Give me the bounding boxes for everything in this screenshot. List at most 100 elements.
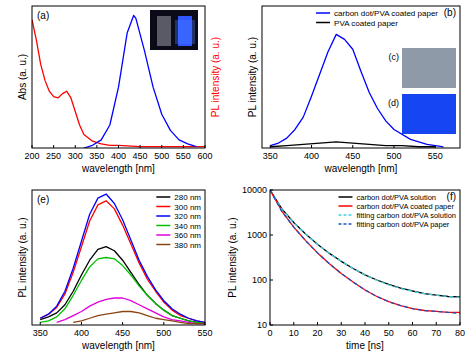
x-axis-label: wavelength [nm]	[81, 340, 155, 351]
x-tick-label: 600	[197, 151, 212, 161]
y-tick	[270, 190, 273, 191]
x-tick	[412, 322, 413, 325]
legend-swatch	[156, 215, 170, 217]
x-tick	[205, 322, 206, 325]
series-line	[40, 194, 205, 322]
plot-lines	[270, 190, 460, 314]
x-axis-label: wavelength [nm]	[81, 163, 155, 174]
x-tick	[365, 322, 366, 325]
x-tick-label: 450	[115, 328, 130, 338]
y-axis-label: PL intensity (a. u.)	[227, 217, 238, 297]
x-tick	[161, 145, 162, 148]
x-tick	[53, 145, 54, 148]
x-tick	[317, 322, 318, 325]
legend: carbon dot/PVA coated paperPVA coated pa…	[316, 9, 438, 28]
y-tick-label: 10	[257, 320, 267, 330]
x-tick-label: 500	[154, 151, 169, 161]
x-tick	[341, 322, 342, 325]
panel-label: (e)	[37, 194, 49, 205]
x-tick	[435, 145, 436, 148]
x-tick-label: 350	[263, 151, 278, 161]
panel-label: (f)	[447, 191, 456, 202]
legend-label: PVA coated paper	[334, 19, 398, 28]
x-axis-label: time [ns]	[346, 340, 384, 351]
x-tick	[81, 322, 82, 325]
x-tick	[460, 322, 461, 325]
inset-photo	[150, 10, 198, 50]
x-tick-label: 30	[336, 328, 346, 338]
x-tick	[352, 145, 353, 148]
series-line	[270, 190, 460, 297]
legend-swatch	[316, 12, 330, 14]
panel: (c)(d)350400450500550wavelength [nm]PL i…	[247, 6, 460, 174]
x-tick-label: 400	[74, 328, 89, 338]
x-tick	[163, 322, 164, 325]
legend-label: fitting carbon dot/PVA paper	[356, 220, 449, 229]
series-line	[40, 258, 205, 324]
legend-label: carbon dot/PVA solution	[356, 193, 436, 202]
x-tick	[311, 145, 312, 148]
plot-frame	[270, 190, 460, 325]
x-tick-label: 200	[24, 151, 39, 161]
y-tick	[270, 235, 273, 236]
x-tick	[122, 322, 123, 325]
x-tick-label: 80	[455, 328, 465, 338]
figure: 200 250 300 350 400 450 500 550 600 wavelength [n…	[0, 0, 474, 360]
series-line	[84, 15, 196, 148]
x-tick-label: 500	[156, 328, 171, 338]
legend-label: carbon dot/PVA coated paper	[334, 9, 438, 18]
x-tick-label: 300	[68, 151, 83, 161]
x-tick	[205, 145, 206, 148]
x-tick-label: 400	[304, 151, 319, 161]
x-tick	[32, 145, 33, 148]
plot-lines	[32, 15, 205, 148]
x-tick-label: 350	[33, 328, 48, 338]
x-tick-label: 400	[111, 151, 126, 161]
x-tick-label: 550	[428, 151, 443, 161]
x-tick	[388, 322, 389, 325]
x-tick-label: 550	[197, 328, 212, 338]
y-tick	[270, 325, 273, 326]
legend-swatch	[156, 225, 170, 227]
legend-label: 320 nm	[174, 212, 201, 221]
inset-label: (c)	[389, 52, 400, 62]
legend-label: 340 nm	[174, 222, 201, 231]
legend-label: 380 nm	[174, 241, 201, 250]
panel-label: (b)	[444, 7, 456, 18]
series-line	[40, 247, 205, 324]
legend-label: fitting carbon dot/PVA solution	[356, 211, 456, 220]
x-tick-label: 20	[312, 328, 322, 338]
x-axis-label: wavelength [nm]	[324, 163, 398, 174]
y-axis-label: PL intensity (a. u.)	[17, 217, 28, 297]
legend-swatch	[156, 206, 170, 208]
inset-cuvette	[157, 16, 171, 46]
plot-frame	[32, 190, 205, 325]
inset-label: (d)	[388, 98, 399, 108]
inset-glow	[175, 20, 195, 44]
x-tick-label: 10	[289, 328, 299, 338]
legend-swatch	[156, 196, 170, 198]
x-tick-label: 550	[176, 151, 191, 161]
legend-label: carbon dot/PVA coated paper	[356, 202, 454, 211]
x-tick	[40, 322, 41, 325]
series-line	[270, 190, 460, 314]
plot-lines	[40, 194, 205, 324]
x-tick-label: 250	[46, 151, 61, 161]
y-tick	[270, 280, 273, 281]
x-tick	[96, 145, 97, 148]
legend-swatch	[338, 205, 352, 207]
panel-label: (a)	[37, 10, 49, 21]
x-tick	[436, 322, 437, 325]
x-tick-label: 450	[133, 151, 148, 161]
x-tick-label: 40	[360, 328, 370, 338]
series-line	[270, 190, 460, 297]
x-tick-label: 500	[386, 151, 401, 161]
legend-swatch	[156, 234, 170, 236]
legend-swatch	[338, 214, 352, 216]
panel: 200250300350400450500550600wavelength [n…	[17, 6, 221, 174]
x-tick-label: 450	[345, 151, 360, 161]
legend: carbon dot/PVA solutioncarbon dot/PVA co…	[338, 193, 456, 229]
legend-swatch	[338, 196, 352, 198]
x-tick-label: 50	[384, 328, 394, 338]
plot-lines	[270, 34, 443, 146]
